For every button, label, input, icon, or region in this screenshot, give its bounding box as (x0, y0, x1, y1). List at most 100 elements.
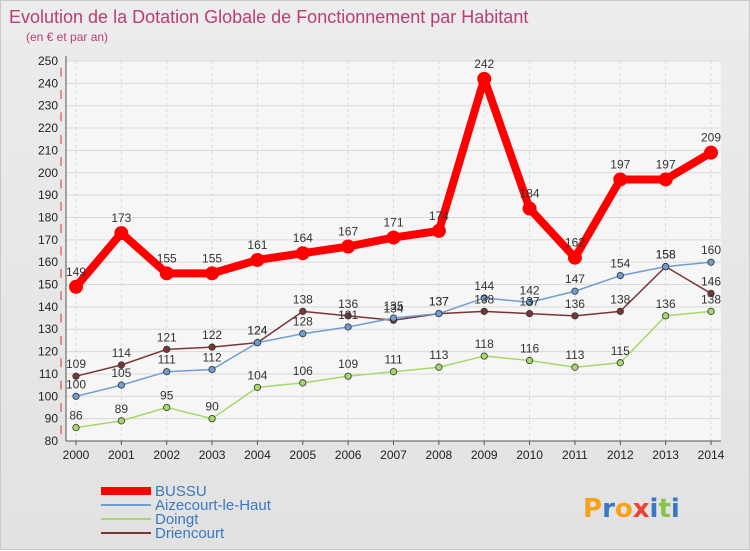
legend-label: Aizecourt-le-Haut (155, 497, 272, 514)
data-point (435, 309, 443, 318)
data-point (522, 201, 537, 216)
data-label: 242 (474, 57, 494, 71)
data-label: 149 (66, 265, 86, 279)
x-tick-label: 2008 (426, 448, 453, 462)
data-point (299, 307, 307, 315)
data-label: 111 (384, 353, 403, 367)
x-tick-label: 2002 (153, 448, 180, 462)
data-point (72, 372, 80, 380)
data-label: 173 (111, 211, 131, 225)
y-tick-label: 90 (45, 412, 59, 426)
data-label: 113 (565, 348, 584, 362)
data-point (480, 352, 488, 360)
data-label: 184 (520, 187, 540, 201)
data-label: 136 (565, 297, 585, 311)
data-point (341, 239, 356, 254)
data-label: 138 (701, 292, 721, 306)
y-tick-label: 110 (39, 367, 58, 381)
y-tick-label: 130 (38, 322, 58, 336)
data-point (344, 372, 352, 380)
data-point (72, 392, 80, 400)
data-point (250, 252, 265, 267)
data-label: 106 (293, 364, 313, 378)
data-label: 136 (656, 297, 676, 311)
data-label: 167 (338, 225, 358, 239)
data-label: 155 (202, 251, 222, 265)
x-tick-label: 2006 (335, 448, 362, 462)
data-point (707, 258, 715, 266)
x-tick-label: 2001 (108, 448, 135, 462)
x-tick-label: 2003 (199, 448, 226, 462)
data-point (69, 279, 83, 294)
x-tick-label: 2012 (607, 448, 634, 462)
series-layer (69, 71, 718, 432)
data-label: 114 (112, 346, 131, 360)
chart-title: Evolution de la Dotation Globale de Fonc… (9, 7, 528, 27)
x-tick-label: 2000 (63, 448, 90, 462)
plot-background (66, 61, 721, 441)
data-label: 209 (701, 131, 721, 145)
data-label: 146 (701, 274, 721, 288)
y-tick-label: 150 (38, 278, 58, 292)
data-label: 112 (203, 350, 222, 364)
data-label: 104 (247, 368, 267, 382)
data-label: 109 (338, 357, 358, 371)
data-point (477, 71, 492, 86)
data-label: 138 (610, 292, 630, 306)
data-label: 137 (429, 295, 449, 309)
data-point (389, 314, 398, 322)
y-tick-label: 240 (38, 76, 58, 90)
data-label: 134 (383, 301, 403, 315)
data-label: 161 (247, 238, 267, 252)
data-point (299, 330, 307, 338)
data-label: 131 (338, 308, 358, 322)
data-label: 158 (656, 248, 676, 262)
data-label: 138 (474, 292, 494, 306)
data-point (662, 312, 670, 320)
data-point (525, 298, 534, 307)
y-tick-label: 160 (38, 255, 58, 269)
x-tick-label: 2014 (698, 448, 725, 462)
y-tick-label: 250 (38, 54, 58, 68)
data-point (208, 365, 216, 374)
data-point (344, 312, 352, 320)
data-point (253, 383, 262, 391)
data-label: 115 (611, 344, 630, 358)
data-label: 155 (157, 251, 177, 265)
data-label: 124 (247, 324, 267, 338)
data-label: 174 (429, 209, 449, 223)
data-point (571, 312, 579, 320)
legend-label: Doingt (155, 511, 199, 528)
data-point (253, 339, 262, 347)
data-label: 95 (160, 388, 174, 402)
data-point (114, 226, 129, 241)
data-point (571, 287, 579, 295)
data-point (163, 403, 171, 412)
data-point (525, 309, 534, 318)
data-point (707, 289, 715, 298)
data-label: 109 (66, 357, 86, 371)
data-label: 138 (293, 292, 313, 306)
y-tick-label: 180 (38, 210, 58, 224)
data-point (480, 294, 488, 302)
data-label: 118 (475, 337, 494, 351)
data-label: 137 (429, 295, 449, 309)
y-tick-label: 170 (38, 233, 58, 247)
y-tick-label: 80 (45, 434, 59, 448)
legend-label: BUSSU (155, 483, 207, 500)
data-point (299, 379, 307, 387)
data-label: 162 (565, 236, 585, 250)
data-point (613, 172, 628, 187)
data-point (163, 345, 171, 353)
y-tick-label: 120 (38, 345, 58, 359)
data-label: 121 (157, 330, 177, 344)
legend-label: Driencourt (155, 525, 225, 542)
data-label: 164 (293, 231, 313, 245)
data-label: 116 (520, 342, 539, 356)
data-point (525, 356, 534, 365)
data-label: 90 (205, 400, 219, 414)
data-label: 171 (383, 216, 403, 230)
data-point (208, 343, 216, 351)
